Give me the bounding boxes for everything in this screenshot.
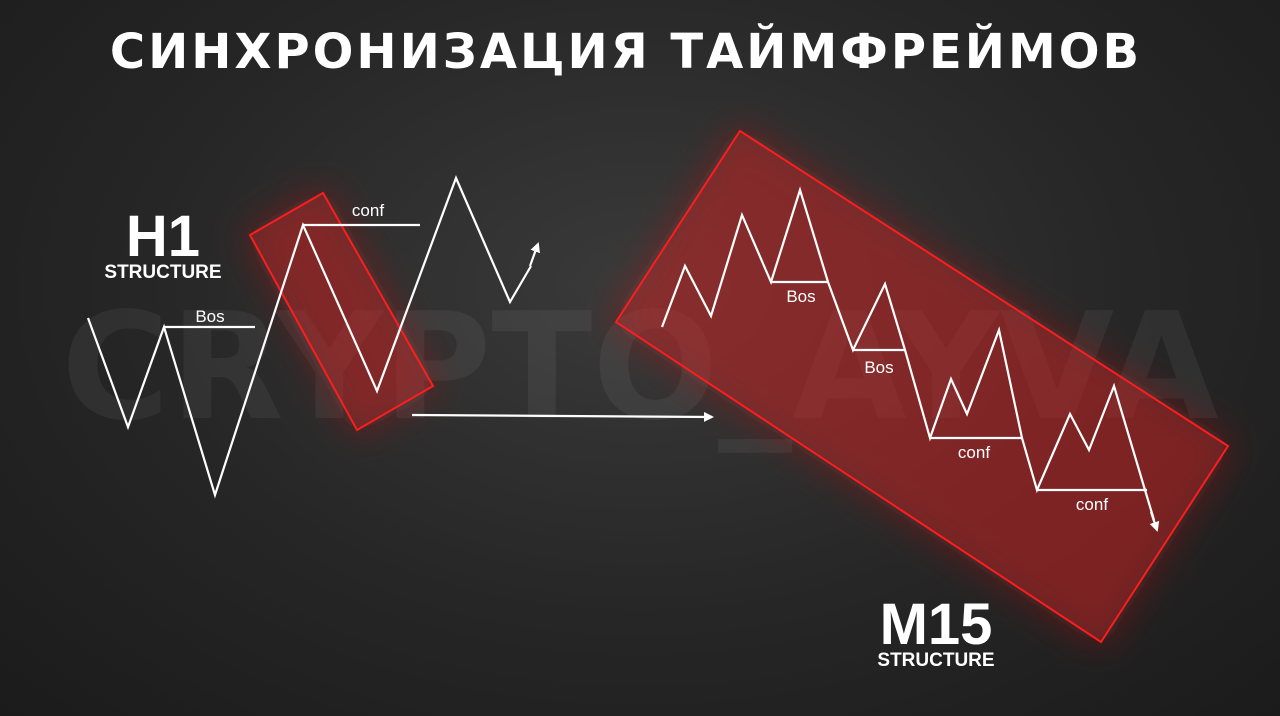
sync-connector-arrow bbox=[411, 411, 714, 422]
m15-bos-label-2: Bos bbox=[864, 358, 893, 377]
m15-conf-label-2: conf bbox=[1076, 495, 1108, 514]
m15-highlight-zone bbox=[614, 129, 1230, 644]
h1-conf-label: conf bbox=[352, 201, 384, 220]
m15-conf-label-1: conf bbox=[958, 443, 990, 462]
m15-bos-label-1: Bos bbox=[786, 287, 815, 306]
h1-timeframe-label: H1 bbox=[126, 204, 200, 269]
h1-bos-label: Bos bbox=[195, 307, 224, 326]
h1-structure-caption: STRUCTURE bbox=[104, 262, 221, 283]
m15-structure-caption: STRUCTURE bbox=[877, 650, 994, 671]
m15-arrow bbox=[1149, 511, 1160, 532]
m15-timeframe-label: M15 bbox=[880, 592, 993, 657]
page-title: СИНХРОНИЗАЦИЯ ТАЙМФРЕЙМОВ bbox=[110, 23, 1142, 80]
h1-arrow bbox=[528, 242, 540, 267]
